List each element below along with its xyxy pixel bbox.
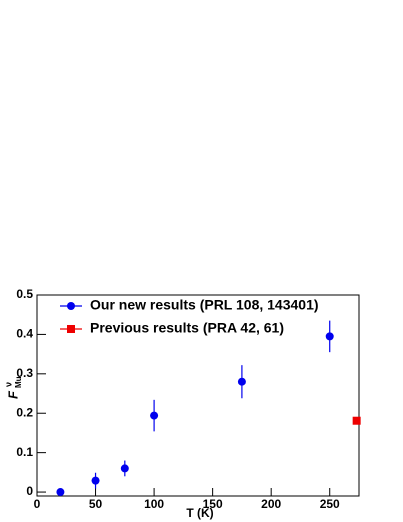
x-tick-label: 0 (34, 497, 41, 511)
y-label-sup: ν (3, 382, 13, 387)
y-label-base: F (5, 390, 20, 399)
y-tick-label: 0.4 (16, 327, 33, 341)
x-tick-label: 250 (320, 497, 340, 511)
data-point (325, 332, 334, 341)
data-point (120, 464, 129, 473)
data-point (91, 476, 100, 485)
legend-label: Previous results (PRA 42, 61) (90, 320, 284, 336)
y-tick-label: 0.3 (16, 366, 33, 380)
data-point (352, 416, 361, 425)
legend-marker (67, 325, 75, 333)
y-tick-label: 0.2 (16, 405, 33, 419)
y-axis-label: F ν Mu (3, 376, 23, 399)
data-point (56, 488, 65, 497)
y-tick-label: 0.5 (16, 287, 33, 301)
x-tick-label: 50 (89, 497, 103, 511)
x-tick-label: 100 (144, 497, 164, 511)
y-tick-label: 0 (26, 484, 33, 498)
y-label-sub: Mu (14, 376, 23, 388)
plot-frame (36, 294, 360, 497)
x-tick-label: 200 (261, 497, 281, 511)
data-point (150, 411, 159, 420)
y-tick-label: 0.1 (16, 445, 33, 459)
legend-label: Our new results (PRL 108, 143401) (90, 297, 319, 313)
x-axis-label: T (K) (186, 506, 213, 520)
data-point (237, 377, 246, 386)
legend-marker (67, 302, 75, 310)
x-tick-label: 150 (203, 497, 223, 511)
